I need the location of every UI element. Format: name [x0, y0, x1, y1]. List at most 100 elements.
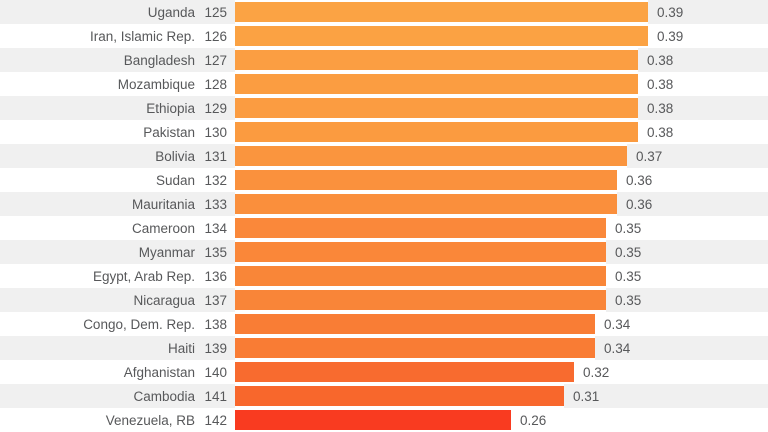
value-bar[interactable] [235, 0, 648, 24]
country-label: Bangladesh [123, 52, 195, 68]
country-label: Venezuela, RB [105, 412, 195, 428]
country-label: Iran, Islamic Rep. [89, 28, 195, 44]
rank-label: 137 [204, 292, 227, 308]
value-bar[interactable] [235, 72, 638, 96]
country-label: Cambodia [133, 388, 195, 404]
value-label: 0.38 [647, 124, 674, 140]
row-label-cell: Congo, Dem. Rep. 138 [0, 312, 227, 336]
bar-cell: 0.38 [235, 120, 768, 144]
value-label: 0.38 [647, 52, 674, 68]
bar-cell: 0.34 [235, 336, 768, 360]
value-bar[interactable] [235, 120, 638, 144]
row-label-cell: Iran, Islamic Rep. 126 [0, 24, 227, 48]
bar-cell: 0.38 [235, 72, 768, 96]
rank-label: 135 [204, 244, 227, 260]
value-bar[interactable] [235, 48, 638, 72]
rank-label: 140 [204, 364, 227, 380]
chart-row: Afghanistan 140 0.32 [0, 360, 768, 384]
row-label-cell: Mozambique 128 [0, 72, 227, 96]
value-bar[interactable] [235, 264, 606, 288]
country-label: Pakistan [143, 124, 195, 140]
chart-row: Cameroon 134 0.35 [0, 216, 768, 240]
rank-label: 131 [204, 148, 227, 164]
rank-label: 141 [204, 388, 227, 404]
country-label: Uganda [147, 4, 195, 20]
country-label: Egypt, Arab Rep. [92, 268, 195, 284]
value-label: 0.39 [657, 28, 684, 44]
bar-cell: 0.37 [235, 144, 768, 168]
rank-label: 127 [204, 52, 227, 68]
rank-label: 138 [204, 316, 227, 332]
value-label: 0.26 [520, 412, 547, 428]
value-label: 0.34 [604, 340, 631, 356]
country-label: Afghanistan [123, 364, 195, 380]
row-label-cell: Nicaragua 137 [0, 288, 227, 312]
rank-label: 133 [204, 196, 227, 212]
value-label: 0.31 [573, 388, 600, 404]
chart-row: Myanmar 135 0.35 [0, 240, 768, 264]
bar-cell: 0.39 [235, 0, 768, 24]
country-label: Haiti [167, 340, 195, 356]
row-label-cell: Cameroon 134 [0, 216, 227, 240]
value-bar[interactable] [235, 144, 627, 168]
rank-label: 136 [204, 268, 227, 284]
country-label: Mozambique [117, 76, 195, 92]
chart-row: Bolivia 131 0.37 [0, 144, 768, 168]
value-bar[interactable] [235, 336, 595, 360]
value-label: 0.39 [657, 4, 684, 20]
value-bar[interactable] [235, 168, 617, 192]
value-bar[interactable] [235, 288, 606, 312]
country-label: Congo, Dem. Rep. [83, 316, 195, 332]
value-label: 0.35 [615, 292, 642, 308]
bar-cell: 0.35 [235, 288, 768, 312]
chart-row: Venezuela, RB 142 0.26 [0, 408, 768, 432]
value-label: 0.35 [615, 220, 642, 236]
row-label-cell: Bangladesh 127 [0, 48, 227, 72]
chart-row: Ethiopia 129 0.38 [0, 96, 768, 120]
bar-cell: 0.35 [235, 264, 768, 288]
value-label: 0.36 [626, 196, 653, 212]
value-bar[interactable] [235, 192, 617, 216]
value-label: 0.38 [647, 100, 674, 116]
bar-cell: 0.31 [235, 384, 768, 408]
chart-row: Bangladesh 127 0.38 [0, 48, 768, 72]
rank-label: 134 [204, 220, 227, 236]
chart-row: Cambodia 141 0.31 [0, 384, 768, 408]
value-bar[interactable] [235, 240, 606, 264]
chart-row: Haiti 139 0.34 [0, 336, 768, 360]
country-label: Ethiopia [146, 100, 195, 116]
bar-cell: 0.36 [235, 168, 768, 192]
bar-cell: 0.39 [235, 24, 768, 48]
country-label: Cameroon [131, 220, 195, 236]
rank-label: 125 [204, 4, 227, 20]
row-label-cell: Mauritania 133 [0, 192, 227, 216]
row-label-cell: Egypt, Arab Rep. 136 [0, 264, 227, 288]
value-bar[interactable] [235, 216, 606, 240]
row-label-cell: Sudan 132 [0, 168, 227, 192]
value-label: 0.35 [615, 244, 642, 260]
chart-row: Iran, Islamic Rep. 126 0.39 [0, 24, 768, 48]
value-label: 0.35 [615, 268, 642, 284]
value-label: 0.32 [583, 364, 610, 380]
value-bar[interactable] [235, 24, 648, 48]
row-label-cell: Pakistan 130 [0, 120, 227, 144]
chart-row: Mauritania 133 0.36 [0, 192, 768, 216]
value-bar[interactable] [235, 408, 511, 432]
bar-cell: 0.36 [235, 192, 768, 216]
value-bar[interactable] [235, 360, 574, 384]
bar-cell: 0.35 [235, 240, 768, 264]
value-bar[interactable] [235, 96, 638, 120]
row-label-cell: Venezuela, RB 142 [0, 408, 227, 432]
chart-row: Pakistan 130 0.38 [0, 120, 768, 144]
bar-cell: 0.26 [235, 408, 768, 432]
rank-label: 132 [204, 172, 227, 188]
rank-label: 142 [204, 412, 227, 428]
bar-cell: 0.38 [235, 48, 768, 72]
rank-label: 128 [204, 76, 227, 92]
value-label: 0.38 [647, 76, 674, 92]
chart-row: Mozambique 128 0.38 [0, 72, 768, 96]
row-label-cell: Myanmar 135 [0, 240, 227, 264]
value-bar[interactable] [235, 384, 564, 408]
value-bar[interactable] [235, 312, 595, 336]
